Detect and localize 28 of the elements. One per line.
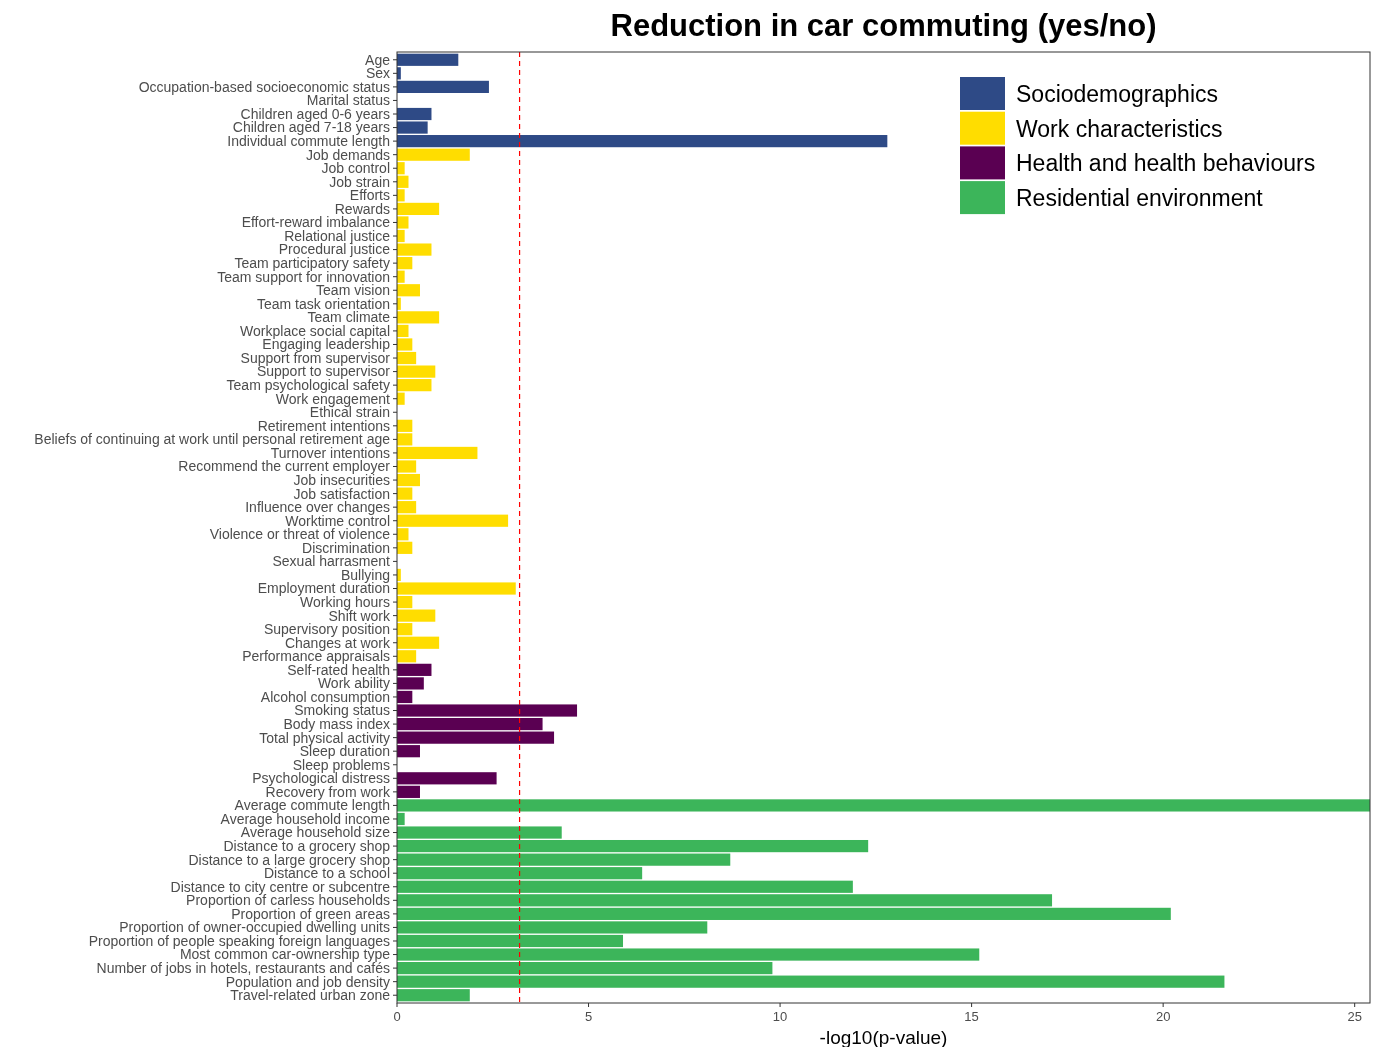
y-tick-label: Occupation-based socioeconomic status: [138, 78, 390, 95]
x-tick-label: 25: [1347, 1009, 1362, 1024]
legend-label: Sociodemographics: [1016, 81, 1219, 108]
bar: [397, 541, 413, 554]
y-tick-label: Distance to city centre or subcentre: [170, 878, 391, 895]
y-tick-label: Influence over changes: [245, 499, 390, 516]
legend-label: Work characteristics: [1016, 115, 1223, 142]
x-tick-label: 0: [393, 1009, 401, 1024]
y-tick-label: Recommend the current employer: [178, 458, 391, 475]
bar: [397, 392, 405, 405]
bar: [397, 80, 489, 93]
y-tick-label: Proportion of green areas: [231, 905, 390, 922]
bar: [397, 772, 497, 785]
y-tick-label: Retirement intentions: [257, 417, 390, 434]
y-tick-label: Population and job density: [225, 973, 390, 990]
y-tick-label: Work ability: [317, 675, 390, 692]
x-tick-label: 20: [1155, 1009, 1171, 1024]
y-tick-label: Supervisory position: [263, 621, 390, 638]
legend-label: Health and health behaviours: [1016, 150, 1316, 177]
y-tick-label: Job satisfaction: [293, 485, 390, 502]
legend-label: Residential environment: [1016, 185, 1264, 212]
y-tick-label: Beliefs of continuing at work until personal retirement age: [34, 431, 391, 448]
x-tick-label: 10: [772, 1009, 788, 1024]
y-tick-label: Age: [365, 51, 391, 68]
x-tick-label: 15: [964, 1009, 979, 1024]
x-tick-label: 5: [584, 1009, 593, 1024]
chart-title: Reduction in car commuting (yes/no): [610, 8, 1157, 43]
bar: [397, 785, 420, 798]
